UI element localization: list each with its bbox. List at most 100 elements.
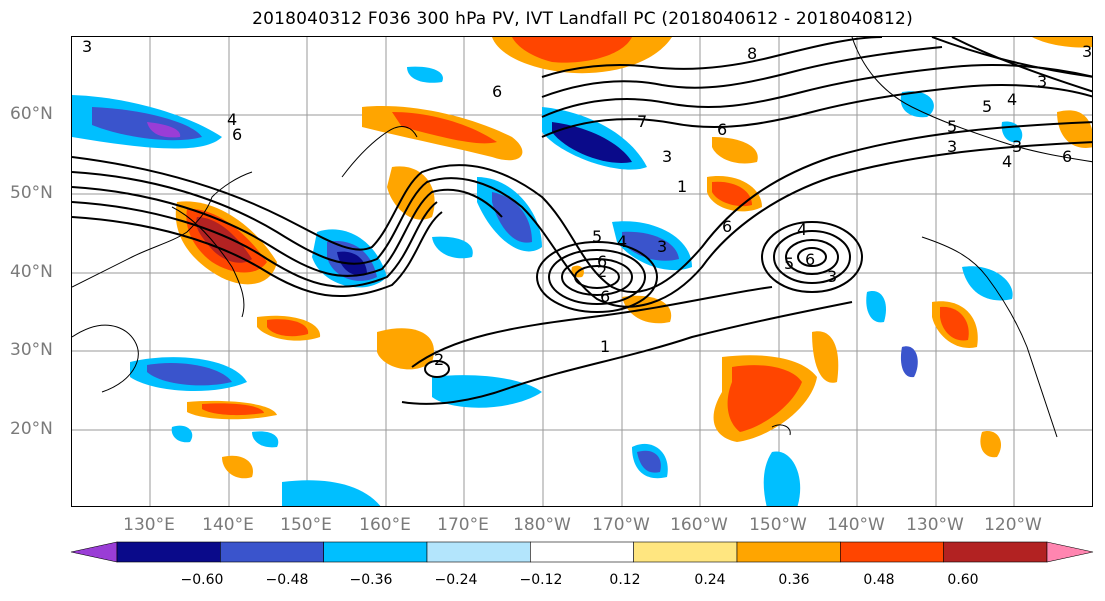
- lat-label: 50°N: [10, 183, 53, 203]
- contour-label: 3: [1037, 72, 1047, 91]
- colorbar-tick-label: −0.60: [180, 572, 224, 588]
- coast-kamchatka: [341, 126, 418, 178]
- colorbar-tick-label: 0.24: [694, 572, 726, 588]
- colorbar-segments: [70, 541, 1094, 563]
- contour-label-group: 8 4 6 3 4 5 6 5 4 3 6 5 4 3 6 4 5 6 3 2 …: [82, 37, 1092, 369]
- ivt-contours: [72, 37, 1092, 405]
- contour-label: 4: [797, 220, 807, 239]
- contour-line-4: [72, 201, 438, 288]
- colorbar-tick-label: −0.24: [434, 572, 478, 588]
- lon-label: 160°E: [359, 515, 411, 535]
- anomaly-blue-small-3: [432, 236, 473, 259]
- lon-label: 130°E: [123, 515, 175, 535]
- contour-label: 5: [947, 117, 957, 136]
- map-title: 2018040312 F036 300 hPa PV, IVT Landfall…: [252, 9, 913, 29]
- contour-label: 2: [434, 350, 444, 369]
- lat-label: 30°N: [10, 340, 53, 360]
- anomaly-blue-bottom: [282, 480, 381, 506]
- colorbar-segment: [736, 541, 841, 563]
- lon-label: 170°W: [592, 515, 650, 535]
- contour-loop-4: [574, 265, 620, 289]
- anomaly-purple-nw: [147, 122, 181, 138]
- contour-label: 6: [1062, 147, 1072, 166]
- colorbar-tick-label: 0.36: [778, 572, 810, 588]
- anomaly-red-top: [512, 37, 632, 63]
- lat-label: 20°N: [10, 419, 53, 439]
- colorbar-tick-label: −0.36: [349, 572, 393, 588]
- contour-label: 6: [600, 287, 610, 306]
- contour-line-2: [72, 141, 1092, 308]
- anomaly-red-california: [940, 306, 969, 341]
- contour-label: 3: [657, 237, 667, 256]
- lon-label: 160°W: [670, 515, 728, 535]
- anomaly-blue-small-7: [252, 431, 279, 448]
- lon-label: 120°W: [984, 515, 1042, 535]
- colorbar-extend-max: [1046, 541, 1094, 563]
- anomaly-blue-dateline-mid: [492, 192, 532, 243]
- coastlines: [72, 37, 1092, 438]
- anomaly-orange-mid-north: [387, 166, 435, 220]
- colorbar-segment: [530, 541, 634, 563]
- colorbar-segment: [943, 541, 1048, 563]
- colorbar-segment: [633, 541, 738, 563]
- map-panel: 8 4 6 3 4 5 6 5 4 3 6 5 4 3 6 4 5 6 3 2 …: [71, 36, 1093, 507]
- anomaly-blue-south: [432, 375, 542, 408]
- colorbar-segment: [323, 541, 428, 563]
- lon-label: 140°E: [202, 515, 254, 535]
- colorbar-segment: [220, 541, 324, 563]
- contour-label: 7: [637, 112, 647, 131]
- contour-line-1: [72, 121, 1092, 293]
- anomaly-orange-far-right: [1057, 110, 1092, 148]
- contour-line-8: [541, 64, 1092, 118]
- anomaly-orange-top-right-corner: [1032, 37, 1092, 48]
- anomaly-blue-east-pacific-core: [622, 231, 679, 261]
- coast-alaska: [851, 37, 1092, 163]
- contour-label: 3: [947, 137, 957, 156]
- coast-north-america: [921, 236, 1058, 438]
- colorbar-segment: [426, 541, 531, 563]
- contour-label: 2: [597, 262, 607, 281]
- colorbar: [70, 541, 1094, 563]
- anomaly-orange-east-subtropic: [812, 331, 839, 383]
- lat-label: 60°N: [10, 104, 53, 124]
- anomaly-blue-small-4: [407, 66, 443, 83]
- anomaly-blue-alaska: [900, 91, 934, 118]
- contour-label: 1: [600, 337, 610, 356]
- coast-korea: [72, 324, 139, 393]
- contour-label: 5: [592, 227, 602, 246]
- contour-label: 5: [982, 97, 992, 116]
- contour-label: 3: [1082, 42, 1092, 61]
- colorbar-tick-label: 0.12: [609, 572, 641, 588]
- anomaly-blue-small-6: [171, 425, 193, 443]
- contour-loop-2: [548, 249, 646, 305]
- colorbar-tick-label: −0.12: [519, 572, 563, 588]
- anomaly-navy-gulf: [552, 122, 632, 163]
- anomaly-blue-southwest-core: [147, 362, 232, 386]
- contour-line-11: [951, 37, 1092, 93]
- contour-label: 3: [827, 267, 837, 286]
- coast-asia: [72, 171, 253, 288]
- contour-loop-8: [797, 247, 827, 267]
- contour-label: 4: [617, 232, 627, 251]
- anomaly-darkred-japan: [196, 217, 252, 263]
- anomaly-red-west-subtropic: [267, 319, 309, 337]
- contour-loop-5: [761, 221, 863, 293]
- contour-label: 6: [492, 82, 502, 101]
- colorbar-tick-label: −0.48: [265, 572, 309, 588]
- map-canvas: 8 4 6 3 4 5 6 5 4 3 6 5 4 3 6 4 5 6 3 2 …: [72, 37, 1092, 506]
- contour-label: 1: [677, 177, 687, 196]
- colorbar-segment: [116, 541, 221, 563]
- contour-label: 6: [232, 125, 242, 144]
- lon-label: 150°W: [749, 515, 807, 535]
- contour-line-12: [411, 286, 773, 368]
- contour-label: 6: [722, 217, 732, 236]
- contour-label: 6: [717, 120, 727, 139]
- contour-label: 6: [597, 252, 607, 271]
- contour-label: 4: [1007, 90, 1017, 109]
- lon-label: 140°W: [827, 515, 885, 535]
- coast-hawaii: [771, 424, 791, 436]
- anomaly-blue-bottom-mid-core: [637, 450, 661, 473]
- anomaly-blue-bottom-east: [763, 451, 801, 506]
- contour-line-13: [401, 301, 853, 405]
- colorbar-tick-label: 0.60: [947, 572, 979, 588]
